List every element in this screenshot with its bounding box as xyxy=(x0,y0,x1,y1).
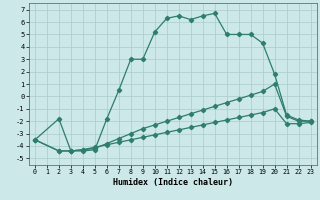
X-axis label: Humidex (Indice chaleur): Humidex (Indice chaleur) xyxy=(113,178,233,187)
